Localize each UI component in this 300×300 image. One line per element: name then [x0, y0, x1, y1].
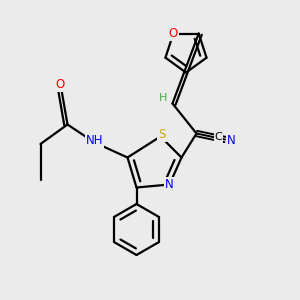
Text: S: S	[158, 128, 166, 141]
Text: N: N	[165, 178, 174, 191]
Text: C: C	[214, 132, 222, 142]
Text: O: O	[56, 78, 64, 91]
Text: O: O	[169, 27, 178, 40]
Text: N: N	[227, 134, 236, 147]
Text: NH: NH	[86, 134, 103, 148]
Text: H: H	[159, 93, 167, 103]
